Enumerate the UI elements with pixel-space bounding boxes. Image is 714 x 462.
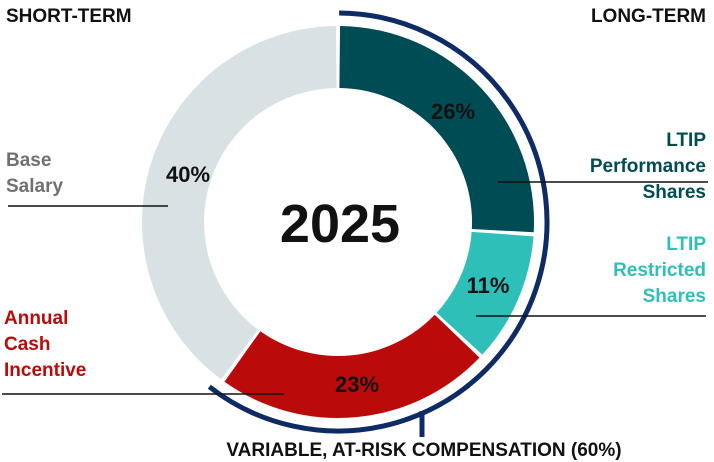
pct-label-4: 40% (166, 162, 210, 187)
category-label-line: Performance (590, 156, 706, 177)
category-label-line: Base (6, 150, 51, 171)
pct-label-3: 23% (335, 372, 379, 397)
long-term-header: LONG-TERM (591, 6, 706, 27)
category-label-4: Base Salary (6, 150, 63, 197)
slice-annual-cash-incentive (224, 314, 480, 418)
variable-compensation-label: VARIABLE, AT-RISK COMPENSATION (60%) (226, 440, 621, 461)
variable-compensation-bracket (207, 10, 550, 434)
short-term-header: SHORT-TERM (6, 6, 132, 27)
category-label-line: Cash (4, 334, 50, 355)
category-label-line: LTIP (666, 234, 706, 255)
category-label-line: Shares (643, 286, 706, 307)
category-label-1: LTIP Performance Shares (590, 130, 706, 203)
pct-label-1: 26% (431, 99, 475, 124)
category-label-line: Annual (4, 308, 68, 329)
category-label-line: LTIP (666, 130, 706, 151)
category-label-line: Salary (6, 176, 63, 197)
category-label-line: Incentive (4, 360, 86, 381)
center-year-label: 2025 (280, 194, 400, 254)
slice-ltip-restricted-shares (436, 231, 534, 355)
category-label-3: Annual Cash Incentive (4, 308, 86, 381)
slice-ltip-performance-shares (339, 26, 535, 233)
slice-base-salary (141, 26, 337, 380)
category-label-line: Shares (643, 182, 706, 203)
pct-label-2: 11% (467, 273, 510, 298)
category-label-line: Restricted (613, 260, 706, 281)
category-label-2: LTIP Restricted Shares (613, 234, 706, 307)
